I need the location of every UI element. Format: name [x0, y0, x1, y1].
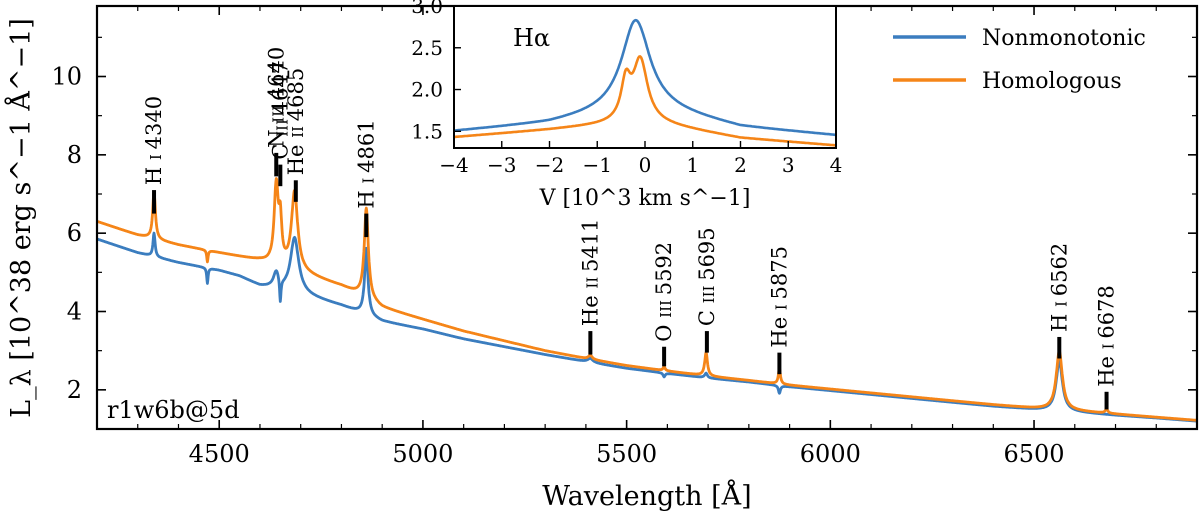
- inset-series-line-homologous: [453, 55, 837, 147]
- line-id-label-n-iii-4640: N III 4640: [264, 47, 288, 148]
- y-tick-label: 10: [51, 63, 82, 91]
- x-tick-label: 4500: [189, 440, 250, 468]
- line-id-label-h-i-4340: H I 4340: [142, 96, 166, 185]
- inset-x-tick-label: −1: [583, 153, 612, 177]
- inset-y-tick-label: 2.5: [411, 36, 443, 60]
- series-line-homologous: [96, 177, 1198, 422]
- y-tick-label: 4: [67, 298, 82, 326]
- inset-x-tick-label: 2: [734, 153, 747, 177]
- y-tick-label: 6: [67, 219, 82, 247]
- line-id-label-he-ii-4685: He II 4685: [284, 68, 308, 176]
- inset-x-tick-label: 1: [686, 153, 699, 177]
- x-tick-label: 6000: [800, 440, 861, 468]
- inset-series-line-nonmonotonic: [453, 18, 837, 137]
- line-id-label-he-ii-5411: He II 5411: [578, 219, 602, 327]
- legend: Nonmonotonic Homologous: [893, 26, 1146, 94]
- inset-x-tick-label: −4: [439, 153, 468, 177]
- inset-x-axis-label: V [10^3 km s^−1]: [539, 186, 751, 211]
- inset-h-alpha: −4 −3 −2 −1 0 1 2 3 4 1.5 2.0 2.5 3.0 Hα V [10^3 km…: [411, 0, 842, 211]
- line-id-label-c-iii-5695: C III 5695: [695, 227, 719, 326]
- series-line-nonmonotonic: [96, 231, 1198, 423]
- panel-label: r1w6b@5d: [107, 396, 240, 424]
- legend-label-nonmonotonic: Nonmonotonic: [982, 26, 1146, 51]
- series-layer: [96, 177, 1198, 423]
- line-id-label-h-i-4861: H I 4861: [354, 119, 378, 208]
- inset-title: Hα: [513, 24, 550, 52]
- inset-y-tick-label: 3.0: [411, 0, 443, 18]
- line-id-label-c-iii-4647: C III 4647: [268, 61, 292, 160]
- line-id-label-h-i-6562: H I 6562: [1047, 243, 1071, 332]
- y-tick-label: 2: [67, 376, 82, 404]
- inset-series-layer: [453, 18, 837, 147]
- x-tick-label: 5000: [392, 440, 453, 468]
- inset-y-axis-ticks: 1.5 2.0 2.5 3.0: [411, 0, 461, 143]
- x-tick-label: 5500: [596, 440, 657, 468]
- y-axis-label: L_λ [10^38 erg s^−1 Å^−1]: [4, 18, 37, 418]
- x-axis-ticks: 4500 5000 5500 6000 6500: [137, 6, 1157, 468]
- inset-x-tick-label: 0: [639, 153, 652, 177]
- inset-x-tick-label: 4: [830, 153, 843, 177]
- x-axis-label: Wavelength [Å]: [542, 479, 751, 512]
- x-tick-label: 6500: [1003, 440, 1064, 468]
- inset-y-tick-label: 1.5: [411, 119, 443, 143]
- y-tick-label: 8: [67, 141, 82, 169]
- line-id-label-he-i-6678: He I 6678: [1095, 285, 1119, 387]
- legend-label-homologous: Homologous: [982, 69, 1122, 94]
- inset-x-tick-label: −2: [535, 153, 564, 177]
- inset-x-tick-label: 3: [782, 153, 795, 177]
- inset-x-axis-ticks: −4 −3 −2 −1 0 1 2 3 4: [439, 141, 842, 177]
- inset-x-tick-label: −3: [487, 153, 516, 177]
- line-id-label-o-iii-5592: O III 5592: [652, 242, 676, 342]
- inset-y-tick-label: 2.0: [411, 78, 443, 102]
- line-id-label-he-i-5875: He I 5875: [767, 246, 791, 348]
